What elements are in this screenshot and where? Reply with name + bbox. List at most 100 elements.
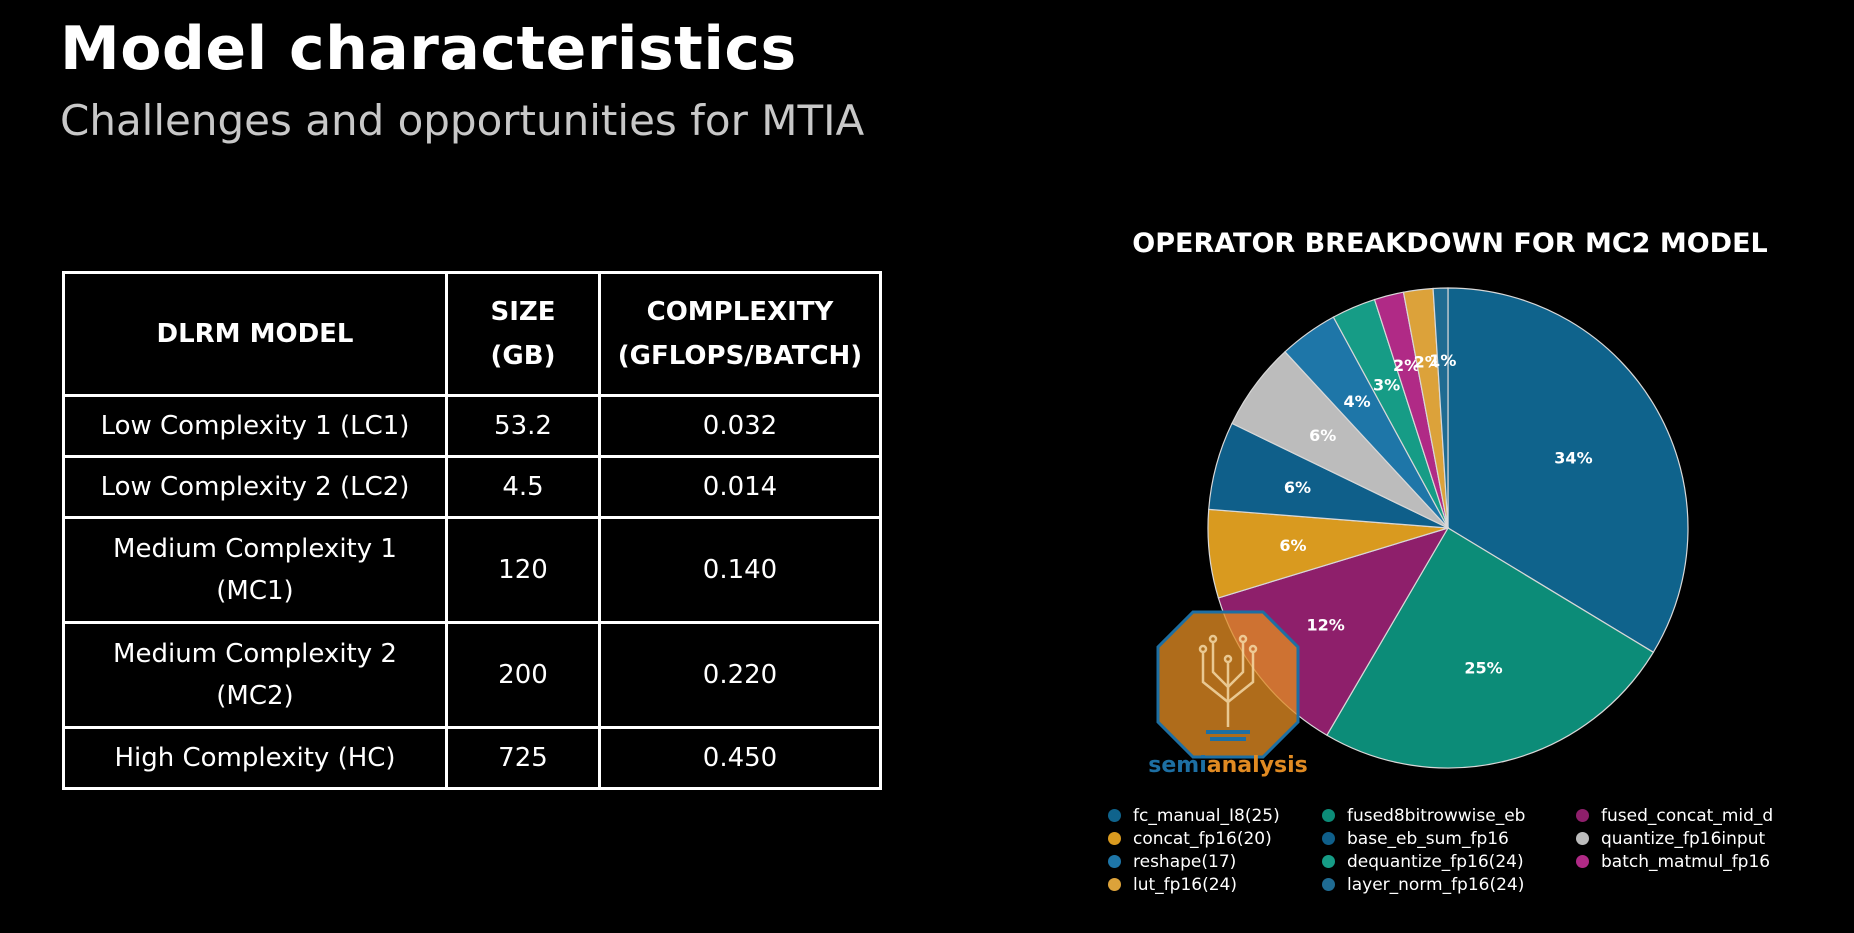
cell-text: Low Complexity 2 (LC2): [100, 472, 410, 502]
legend-swatch: [1576, 832, 1589, 845]
pie-slice: [1432, 287, 1449, 529]
legend-swatch: [1322, 832, 1335, 845]
table-cell: Medium Complexity 2 (MC2): [62, 621, 448, 729]
table-row: Medium Complexity 2 (MC2) 200 0.220: [62, 621, 882, 729]
legend-item: batch_matmul_fp16: [1576, 850, 1773, 873]
legend-swatch: [1322, 855, 1335, 868]
cell-text: Low Complexity 1 (LC1): [100, 411, 410, 441]
legend-swatch: [1322, 878, 1335, 891]
table-cell: 53.2: [445, 394, 601, 458]
cell-text: 0.014: [702, 472, 778, 502]
legend-item: fused_concat_mid_d: [1576, 804, 1773, 827]
table-header-cell: SIZE (GB): [445, 271, 601, 397]
logo-text-b: analysis: [1207, 753, 1308, 778]
legend-label: fused8bitrowwise_eb: [1347, 805, 1526, 826]
legend-label: dequantize_fp16(24): [1347, 851, 1524, 872]
legend-item: lut_fp16(24): [1108, 873, 1280, 896]
pie-slice: [1326, 527, 1655, 769]
table-row: Medium Complexity 1 (MC1) 120 0.140: [62, 516, 882, 624]
cell-text: High Complexity (HC): [114, 743, 396, 773]
cell-text: 0.220: [702, 660, 778, 690]
cell-text: 725: [498, 743, 548, 773]
cell-text: 120: [498, 555, 548, 585]
slice-label: 6%: [1309, 426, 1336, 445]
cell-text: Medium Complexity 2 (MC2): [113, 639, 397, 711]
table-cell: Low Complexity 2 (LC2): [62, 455, 448, 519]
table-cell: 200: [445, 621, 601, 729]
legend-swatch: [1322, 809, 1335, 822]
legend-swatch: [1108, 832, 1121, 845]
cell-text: Medium Complexity 1 (MC1): [113, 534, 397, 606]
legend-item: dequantize_fp16(24): [1322, 850, 1525, 873]
chart-title: OPERATOR BREAKDOWN FOR MC2 MODEL: [1132, 228, 1768, 259]
header-text: COMPLEXITY (GFLOPS/BATCH): [617, 297, 863, 371]
logo-text: semianalysis: [1148, 753, 1307, 778]
legend-label: fused_concat_mid_d: [1601, 805, 1774, 826]
table-header-cell: COMPLEXITY (GFLOPS/BATCH): [598, 271, 882, 397]
table-header-row: DLRM MODEL SIZE (GB) COMPLEXITY (GFLOPS/…: [62, 271, 882, 397]
table-cell: 0.032: [598, 394, 882, 458]
legend-swatch: [1108, 878, 1121, 891]
legend-swatch: [1576, 855, 1589, 868]
cell-text: 0.140: [702, 555, 778, 585]
pie-slice: [1447, 287, 1689, 654]
slide-subtitle: Challenges and opportunities for MTIA: [60, 96, 865, 145]
table-row: High Complexity (HC) 725 0.450: [62, 726, 882, 790]
model-table: DLRM MODEL SIZE (GB) COMPLEXITY (GFLOPS/…: [62, 271, 882, 790]
legend-item: layer_norm_fp16(24): [1322, 873, 1525, 896]
table-cell: 0.450: [598, 726, 882, 790]
slice-label: 6%: [1284, 478, 1311, 497]
table-cell: Low Complexity 1 (LC1): [62, 394, 448, 458]
header-text: SIZE (GB): [490, 297, 556, 371]
table-cell: 4.5: [445, 455, 601, 519]
cell-text: 200: [498, 660, 548, 690]
legend-column: fused_concat_mid_d quantize_fp16input batc…: [1576, 804, 1773, 873]
legend-label: concat_fp16(20): [1133, 828, 1272, 849]
tree-icon: [1198, 634, 1258, 727]
slice-label: 2%: [1393, 356, 1420, 375]
slice-label: 4%: [1344, 392, 1371, 411]
slice-label: 34%: [1554, 448, 1592, 467]
slice-label: 3%: [1373, 376, 1400, 395]
legend-item: quantize_fp16input: [1576, 827, 1773, 850]
legend-item: base_eb_sum_fp16: [1322, 827, 1525, 850]
legend-label: batch_matmul_fp16: [1601, 851, 1771, 872]
cell-text: 0.032: [702, 411, 778, 441]
legend-label: reshape(17): [1133, 851, 1237, 872]
legend-label: layer_norm_fp16(24): [1347, 874, 1525, 895]
legend-label: fc_manual_I8(25): [1133, 805, 1280, 826]
logo-text-a: semi: [1148, 753, 1206, 778]
table-row: Low Complexity 1 (LC1) 53.2 0.032: [62, 394, 882, 458]
slice-label: 1%: [1429, 351, 1456, 370]
legend-item: fc_manual_I8(25): [1108, 804, 1280, 827]
slice-label: 12%: [1306, 616, 1344, 635]
cell-text: 53.2: [494, 411, 552, 441]
slice-label: 2%: [1414, 352, 1441, 371]
legend-label: quantize_fp16input: [1601, 828, 1766, 849]
table-header-cell: DLRM MODEL: [62, 271, 448, 397]
table-cell: 0.220: [598, 621, 882, 729]
cell-text: 4.5: [502, 472, 544, 502]
legend-column: fused8bitrowwise_eb base_eb_sum_fp16 dequa…: [1322, 804, 1525, 896]
table-cell: 120: [445, 516, 601, 624]
legend-item: reshape(17): [1108, 850, 1280, 873]
legend-swatch: [1108, 855, 1121, 868]
table-cell: High Complexity (HC): [62, 726, 448, 790]
legend-label: lut_fp16(24): [1133, 874, 1237, 895]
table-cell: Medium Complexity 1 (MC1): [62, 516, 448, 624]
legend-column: fc_manual_I8(25) concat_fp16(20) reshape(1…: [1108, 804, 1280, 896]
legend-swatch: [1576, 809, 1589, 822]
table-cell: 0.140: [598, 516, 882, 624]
legend-item: concat_fp16(20): [1108, 827, 1280, 850]
cell-text: 0.450: [702, 743, 778, 773]
slice-label: 25%: [1464, 659, 1502, 678]
table-row: Low Complexity 2 (LC2) 4.5 0.014: [62, 455, 882, 519]
legend-label: base_eb_sum_fp16: [1347, 828, 1509, 849]
pie-chart: 34%25%12%6%6%6%4%3%2%2%1%: [1207, 287, 1689, 769]
legend-item: fused8bitrowwise_eb: [1322, 804, 1525, 827]
slice-label: 6%: [1279, 536, 1306, 555]
slide-title: Model characteristics: [60, 14, 797, 84]
semianalysis-logo: semianalysis: [1148, 610, 1308, 778]
table-cell: 725: [445, 726, 601, 790]
header-text: DLRM MODEL: [156, 319, 354, 349]
